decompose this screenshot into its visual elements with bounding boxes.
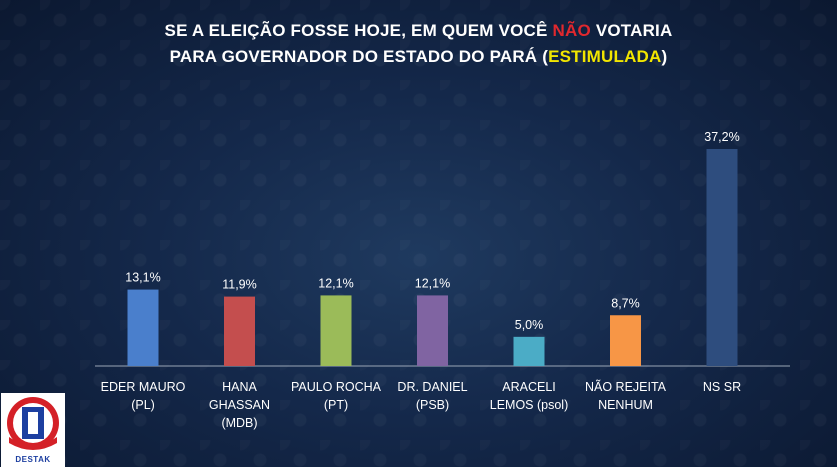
title-line-2-suffix: ) bbox=[661, 47, 668, 66]
bar-value-label-2: 12,1% bbox=[318, 276, 353, 290]
bar-value-label-0: 13,1% bbox=[125, 271, 160, 285]
bar-6 bbox=[706, 149, 738, 366]
title-highlight-estimulada: ESTIMULADA bbox=[548, 47, 662, 66]
bar-value-label-4: 5,0% bbox=[515, 318, 544, 332]
bar-value-label-5: 8,7% bbox=[611, 296, 640, 310]
destak-logo-emblem bbox=[7, 397, 59, 450]
category-label-1: HANA GHASSAN (MDB) bbox=[209, 380, 270, 430]
title-line-1-suffix: VOTARIA bbox=[590, 21, 673, 40]
title-line-1-prefix: SE A ELEIÇÃO FOSSE HOJE, EM QUEM VOCÊ bbox=[164, 21, 553, 40]
bar-4 bbox=[513, 336, 545, 366]
bar-3 bbox=[417, 295, 448, 366]
bar-value-label-1: 11,9% bbox=[222, 278, 257, 292]
bar-0 bbox=[127, 289, 159, 366]
category-label-4: ARACELI LEMOS (psol) bbox=[490, 380, 569, 412]
title-line-2-prefix: PARA GOVERNADOR DO ESTADO DO PARÁ ( bbox=[169, 47, 549, 66]
destak-logo bbox=[1, 393, 65, 467]
title-highlight-nao: NÃO bbox=[552, 21, 591, 40]
category-label-6: NS SR bbox=[703, 380, 741, 394]
category-label-5: NÃO REJEITA NENHUM bbox=[585, 380, 667, 412]
title-line-1: SE A ELEIÇÃO FOSSE HOJE, EM QUEM VOCÊ NÃ… bbox=[0, 18, 837, 44]
bar-value-label-3: 12,1% bbox=[415, 276, 450, 290]
category-label-2: PAULO ROCHA (PT) bbox=[291, 380, 382, 412]
bar-2 bbox=[320, 295, 352, 366]
chart-title: SE A ELEIÇÃO FOSSE HOJE, EM QUEM VOCÊ NÃ… bbox=[0, 18, 837, 70]
title-line-2: PARA GOVERNADOR DO ESTADO DO PARÁ (ESTIM… bbox=[0, 44, 837, 70]
category-label-3: DR. DANIEL (PSB) bbox=[397, 380, 467, 412]
bar-value-label-6: 37,2% bbox=[704, 130, 739, 144]
bar-5 bbox=[610, 315, 641, 366]
category-label-0: EDER MAURO (PL) bbox=[101, 380, 186, 412]
destak-logo-text: DESTAK bbox=[15, 455, 51, 464]
bar-1 bbox=[224, 296, 255, 366]
